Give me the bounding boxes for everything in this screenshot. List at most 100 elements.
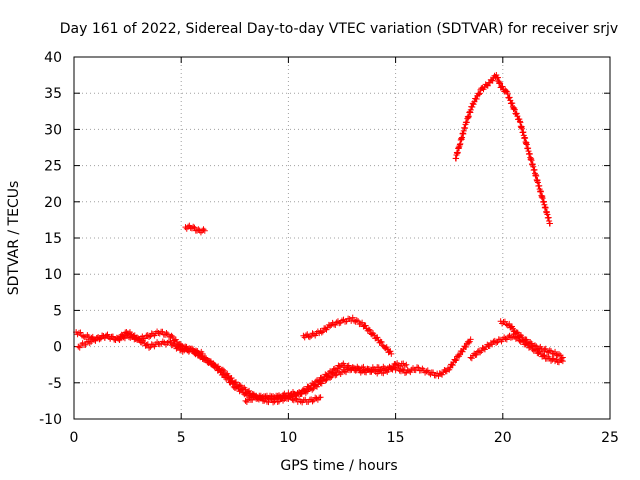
x-tick-label: 25 [601, 430, 619, 446]
y-tick-label: 35 [44, 86, 62, 102]
data-point [92, 337, 99, 344]
data-point [109, 333, 116, 340]
data-point [305, 333, 312, 340]
data-point [523, 336, 530, 343]
data-point [165, 338, 172, 345]
data-point [199, 353, 206, 360]
series-track-f [182, 222, 208, 236]
plot-area [73, 71, 566, 406]
data-point [355, 318, 362, 325]
data-point [453, 357, 460, 364]
data-point [511, 106, 518, 113]
data-point [182, 343, 189, 350]
data-point [503, 321, 510, 328]
data-point [546, 220, 553, 227]
data-point [481, 346, 488, 353]
data-point [489, 341, 496, 348]
data-point [476, 90, 483, 97]
data-point [86, 340, 93, 347]
data-point [293, 393, 300, 400]
data-point [159, 328, 166, 335]
data-point [332, 322, 339, 329]
series-track-e [300, 314, 395, 357]
plot-frame [73, 56, 611, 420]
data-point [463, 343, 470, 350]
data-point [439, 371, 446, 378]
data-point [499, 83, 506, 90]
data-point [514, 329, 521, 336]
data-point [310, 331, 317, 338]
data-point [225, 376, 232, 383]
y-tick-labels: -10 -5 0 5 10 15 20 25 30 35 40 [39, 50, 62, 428]
data-point [506, 320, 513, 327]
data-point [313, 395, 320, 402]
data-point [541, 352, 548, 359]
data-point [194, 349, 201, 356]
data-point [359, 319, 366, 326]
data-point [510, 105, 517, 112]
data-point [447, 364, 454, 371]
data-point [552, 348, 559, 355]
data-point [365, 326, 372, 333]
data-point [414, 364, 421, 371]
data-point [327, 374, 334, 381]
data-point [494, 74, 501, 81]
x-tick-label: 20 [494, 430, 512, 446]
data-point [328, 374, 335, 381]
grid [74, 57, 610, 419]
data-point [317, 394, 324, 401]
y-tick-label: 40 [44, 50, 62, 66]
data-point [401, 369, 408, 376]
data-point [322, 377, 329, 384]
data-point [164, 331, 171, 338]
data-point [555, 350, 562, 357]
data-point [388, 350, 395, 357]
data-point [542, 345, 549, 352]
y-tick-label: 10 [44, 267, 62, 283]
data-point [374, 334, 381, 341]
data-point [332, 372, 339, 379]
data-point [103, 332, 110, 339]
data-point [519, 334, 526, 341]
data-point [493, 339, 500, 346]
y-tick-label: 25 [44, 159, 62, 175]
data-point [504, 90, 511, 97]
data-point [362, 322, 369, 329]
data-point [146, 344, 153, 351]
data-point [343, 369, 350, 376]
y-tick-label: 5 [53, 303, 62, 319]
y-tick-label: 15 [44, 231, 62, 247]
data-point [389, 365, 396, 372]
data-point [169, 333, 176, 340]
data-point [459, 348, 466, 355]
data-point [249, 396, 256, 403]
data-point [353, 317, 360, 324]
data-point [552, 358, 559, 365]
data-point [306, 334, 313, 341]
data-point [473, 351, 480, 358]
data-point [424, 367, 431, 374]
data-point [76, 344, 83, 351]
data-point [513, 329, 520, 336]
data-point [298, 390, 305, 397]
data-point [339, 362, 345, 369]
series-track-i [497, 318, 566, 362]
data-point [430, 369, 437, 376]
data-point [185, 223, 192, 230]
data-point [77, 329, 84, 336]
data-point [323, 376, 330, 383]
data-point [357, 320, 364, 327]
data-point [423, 368, 430, 375]
data-point [456, 351, 463, 358]
data-point [484, 82, 491, 89]
y-tick-label: 20 [44, 195, 62, 211]
data-point [527, 339, 534, 346]
data-point [531, 342, 538, 349]
data-point [496, 79, 503, 86]
data-point [415, 364, 422, 371]
y-axis-label: SDTVAR / TECUs [6, 181, 22, 296]
data-point [476, 91, 483, 98]
data-point [155, 330, 162, 337]
data-point [207, 358, 214, 365]
